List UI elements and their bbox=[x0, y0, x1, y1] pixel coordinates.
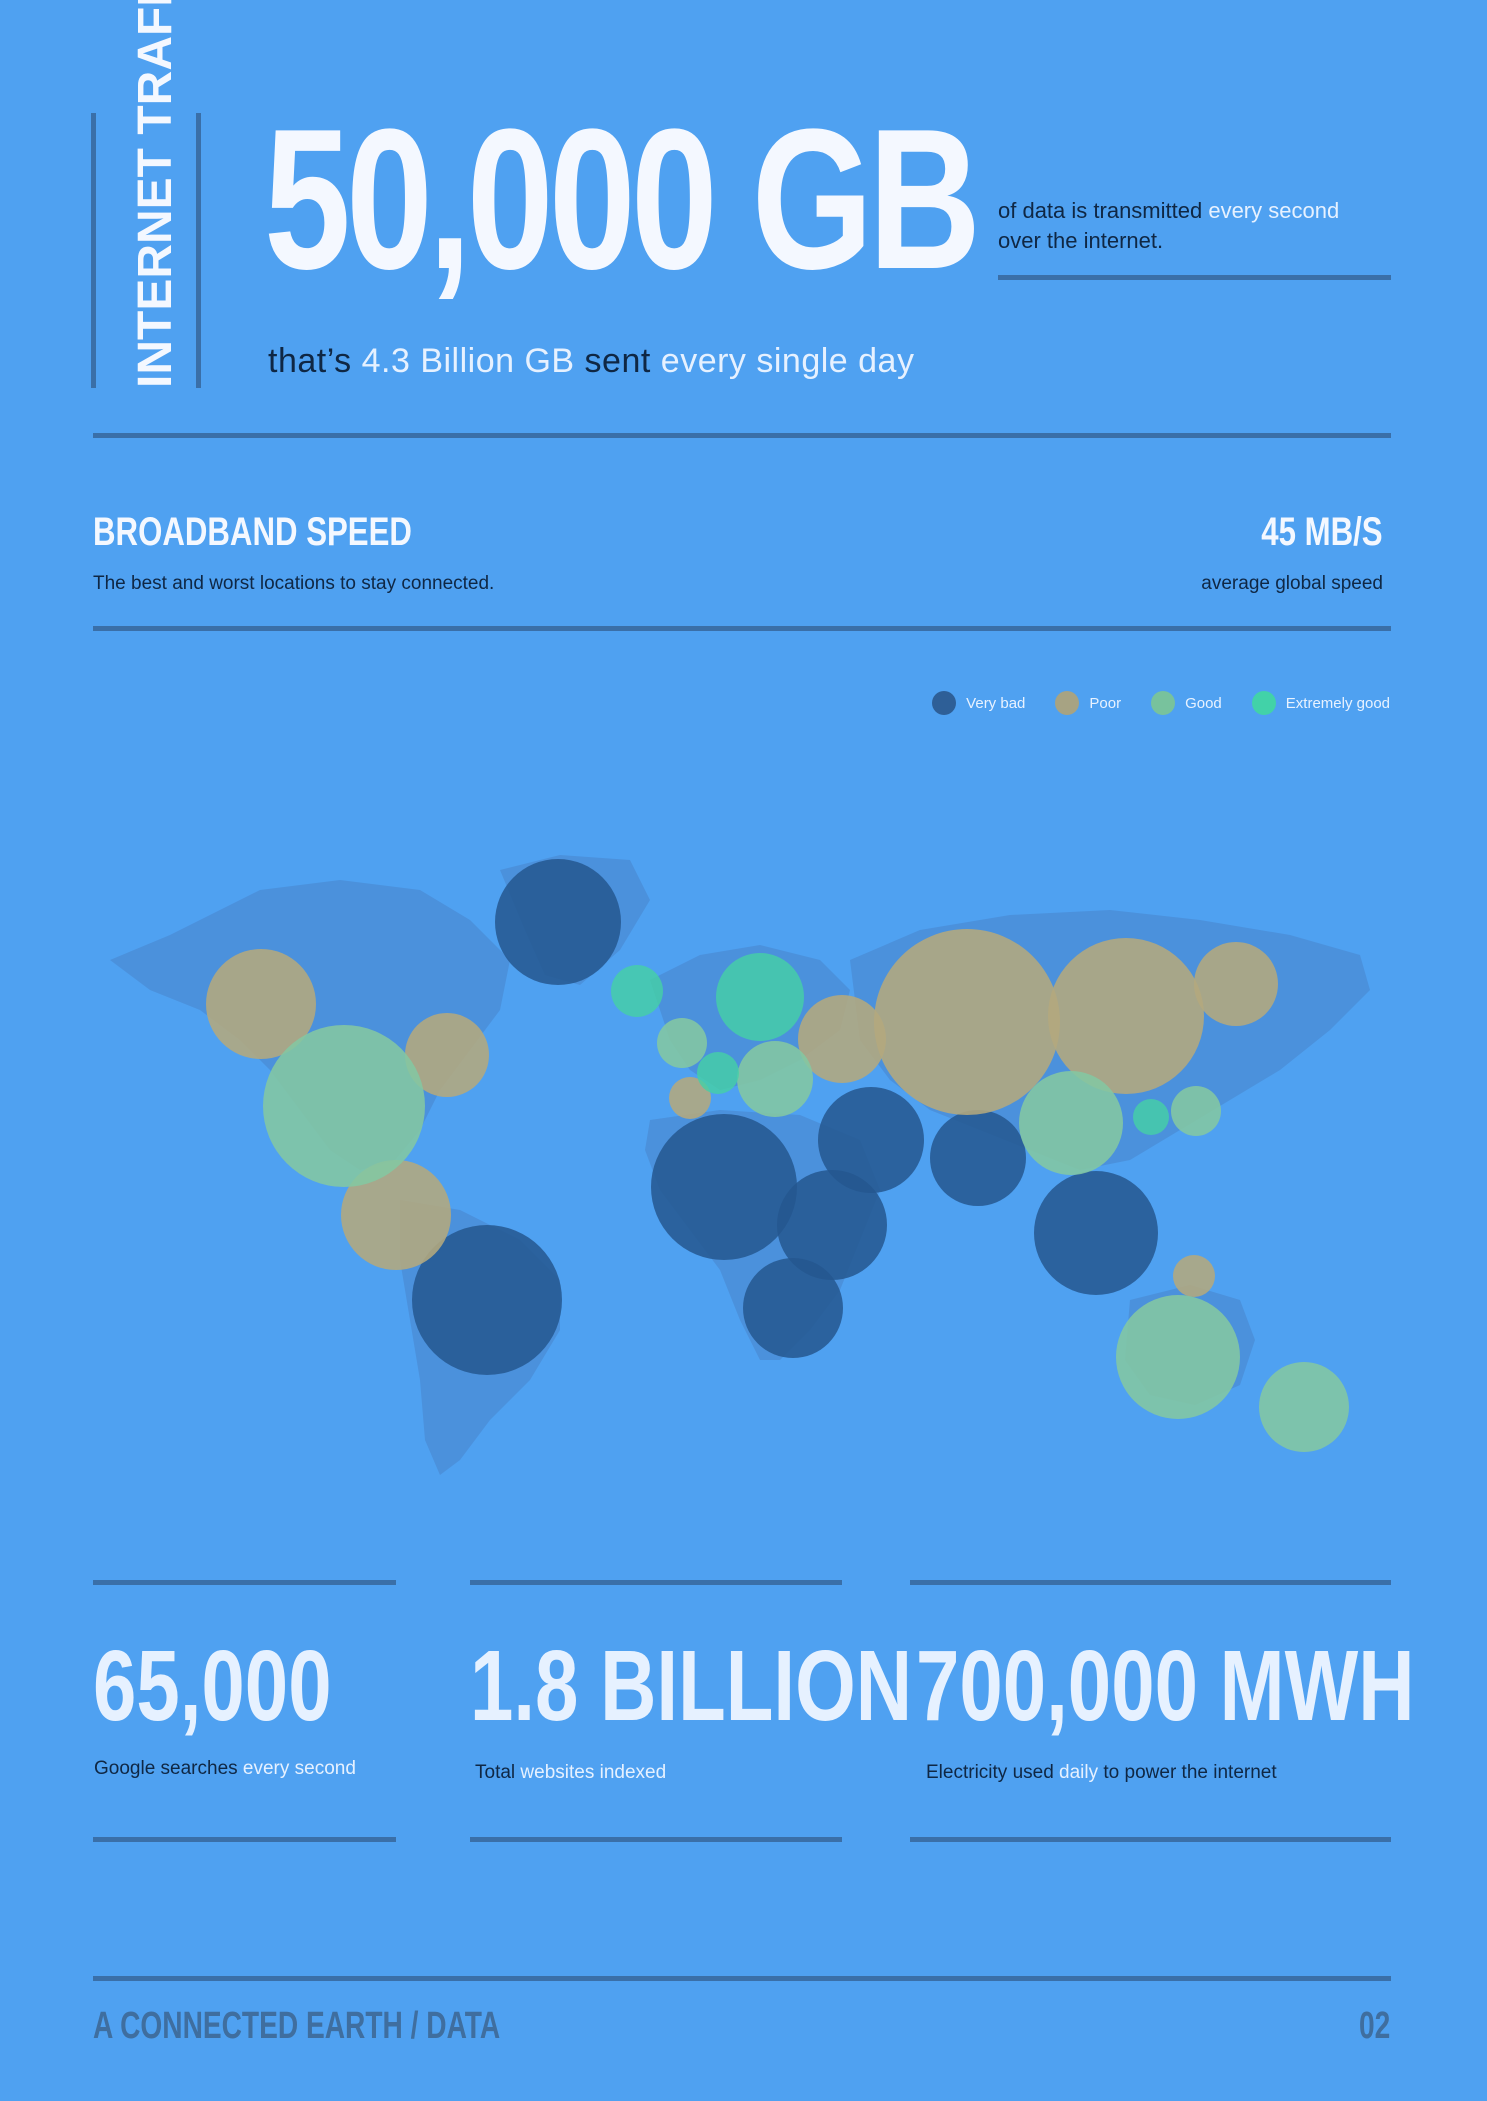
bubble-good bbox=[737, 1041, 813, 1117]
stat-1-value: 65,000 bbox=[93, 1630, 332, 1742]
bubble-very-bad bbox=[1034, 1171, 1158, 1295]
legend-dot bbox=[1251, 691, 1276, 715]
page-number: 02 bbox=[1358, 2005, 1390, 2047]
legend-item-good: Good bbox=[1151, 691, 1222, 715]
side-title: INTERNET TRAFFIC bbox=[129, 0, 182, 388]
bubble-very-bad bbox=[412, 1225, 562, 1375]
description-part: of data is transmitted bbox=[998, 198, 1209, 223]
legend-label: Extremely good bbox=[1285, 694, 1390, 712]
bubble-poor bbox=[341, 1160, 451, 1270]
bubble-good bbox=[1171, 1086, 1221, 1136]
stat-label-part: Electricity used bbox=[926, 1762, 1060, 1783]
stat-3-value: 700,000 MWH bbox=[916, 1630, 1415, 1742]
legend-dot bbox=[932, 691, 957, 715]
stat-2-label: Total websites indexed bbox=[475, 1762, 666, 1784]
header-description: of data is transmitted every second over… bbox=[998, 196, 1398, 256]
header-left-bar bbox=[91, 113, 96, 388]
bubble-extremely-good bbox=[1133, 1099, 1169, 1135]
bubble-very-bad bbox=[777, 1170, 887, 1280]
bubble-poor bbox=[669, 1077, 711, 1119]
description-highlight: every second bbox=[1208, 198, 1340, 223]
stat-3-label: Electricity used daily to power the inte… bbox=[926, 1762, 1277, 1784]
subline-part: sent bbox=[574, 342, 661, 380]
broadband-title: BROADBAND SPEED bbox=[93, 510, 412, 554]
legend-label: Good bbox=[1185, 694, 1222, 712]
subline-part: that’s bbox=[268, 342, 362, 380]
stat-label-part: Google searches bbox=[94, 1758, 243, 1779]
average-speed-label: average global speed bbox=[1201, 573, 1383, 594]
legend-item-extremely-good: Extremely good bbox=[1251, 691, 1390, 715]
legend-item-very-bad: Very bad bbox=[932, 691, 1025, 715]
stat-3-top-rule bbox=[910, 1580, 1391, 1585]
bubble-poor bbox=[1173, 1255, 1215, 1297]
stat-1-top-rule bbox=[93, 1580, 396, 1585]
bubble-very-bad bbox=[930, 1110, 1026, 1206]
big-number: 50,000 GB bbox=[264, 88, 981, 311]
legend-item-poor: Poor bbox=[1055, 691, 1121, 715]
average-speed-value: 45 MB/S bbox=[1261, 510, 1383, 554]
stat-1-bottom-rule bbox=[93, 1837, 396, 1842]
bubble-poor bbox=[1194, 942, 1278, 1026]
stat-label-part: Total bbox=[475, 1762, 521, 1783]
stat-label-highlight: daily bbox=[1059, 1762, 1099, 1783]
broadband-divider bbox=[93, 626, 1391, 631]
stat-2-value: 1.8 BILLION bbox=[470, 1630, 913, 1742]
bubble-very-bad bbox=[651, 1114, 797, 1260]
big-subline: that’s 4.3 Billion GB sent every single … bbox=[268, 342, 914, 381]
header-right-bar bbox=[196, 113, 201, 388]
bubble-extremely-good bbox=[716, 953, 804, 1041]
bubble-poor bbox=[798, 995, 886, 1083]
legend-label: Very bad bbox=[966, 694, 1026, 712]
stat-label-highlight: every second bbox=[242, 1758, 356, 1779]
stat-label-highlight: websites indexed bbox=[520, 1762, 667, 1783]
data-bubbles bbox=[206, 859, 1349, 1452]
subline-highlight: every single day bbox=[660, 342, 915, 380]
bubble-very-bad bbox=[495, 859, 621, 985]
bubble-good bbox=[1019, 1071, 1123, 1175]
broadband-subtitle: The best and worst locations to stay con… bbox=[93, 573, 495, 594]
map-legend: Very bad Poor Good Extremely good bbox=[932, 691, 1390, 715]
bubble-good bbox=[1116, 1295, 1240, 1419]
world-map bbox=[110, 855, 1370, 1475]
stat-2-top-rule bbox=[470, 1580, 842, 1585]
description-divider bbox=[998, 275, 1391, 280]
header-divider bbox=[93, 433, 1391, 438]
stat-2-bottom-rule bbox=[470, 1837, 842, 1842]
description-part: over the internet. bbox=[998, 228, 1164, 253]
footer-divider bbox=[93, 1976, 1391, 1981]
bubble-good bbox=[657, 1018, 707, 1068]
legend-dot bbox=[1151, 691, 1176, 715]
bubble-poor bbox=[405, 1013, 489, 1097]
bubble-very-bad bbox=[743, 1258, 843, 1358]
subline-highlight: 4.3 Billion GB bbox=[361, 342, 575, 380]
bubble-poor bbox=[874, 929, 1060, 1115]
legend-dot bbox=[1055, 691, 1080, 715]
stat-3-bottom-rule bbox=[910, 1837, 1391, 1842]
bubble-poor bbox=[1048, 938, 1204, 1094]
stat-label-part: to power the internet bbox=[1098, 1762, 1277, 1783]
bubble-good bbox=[263, 1025, 425, 1187]
bubble-extremely-good bbox=[611, 965, 663, 1017]
bubble-very-bad bbox=[818, 1087, 924, 1193]
bubble-extremely-good bbox=[697, 1052, 739, 1094]
stat-1-label: Google searches every second bbox=[94, 1758, 356, 1780]
bubble-good bbox=[1259, 1362, 1349, 1452]
legend-label: Poor bbox=[1089, 694, 1122, 712]
bubble-poor bbox=[206, 949, 316, 1059]
footer-title: A CONNECTED EARTH / DATA bbox=[93, 2005, 501, 2047]
